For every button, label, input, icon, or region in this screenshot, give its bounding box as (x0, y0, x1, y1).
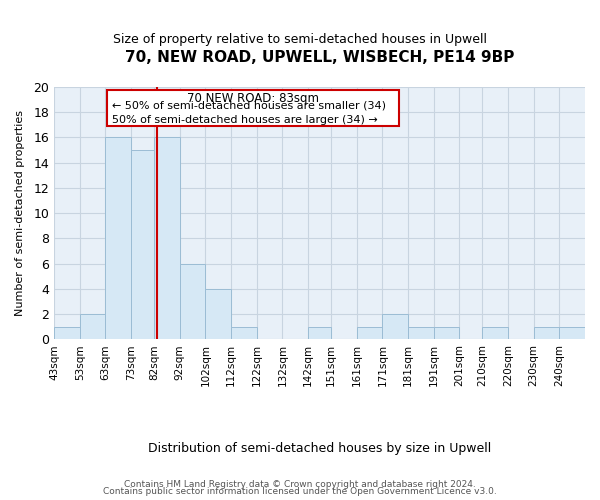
Text: ← 50% of semi-detached houses are smaller (34): ← 50% of semi-detached houses are smalle… (112, 101, 386, 111)
Bar (154, 138, 180, 340)
FancyBboxPatch shape (107, 90, 399, 126)
Bar (408, 327, 434, 340)
X-axis label: Distribution of semi-detached houses by size in Upwell: Distribution of semi-detached houses by … (148, 442, 491, 455)
Bar (534, 327, 559, 340)
Bar (205, 289, 231, 340)
Bar (482, 327, 508, 340)
Bar (382, 314, 408, 340)
Text: Contains public sector information licensed under the Open Government Licence v3: Contains public sector information licen… (103, 487, 497, 496)
Bar (131, 150, 154, 340)
Text: Size of property relative to semi-detached houses in Upwell: Size of property relative to semi-detach… (113, 32, 487, 46)
Bar (54, 327, 80, 340)
Bar (357, 327, 382, 340)
Bar (80, 314, 106, 340)
Bar (434, 327, 460, 340)
Y-axis label: Number of semi-detached properties: Number of semi-detached properties (15, 110, 25, 316)
Bar (308, 327, 331, 340)
Bar (231, 327, 257, 340)
Bar (559, 327, 585, 340)
Bar (106, 138, 131, 340)
Text: 70 NEW ROAD: 83sqm: 70 NEW ROAD: 83sqm (187, 92, 319, 105)
Title: 70, NEW ROAD, UPWELL, WISBECH, PE14 9BP: 70, NEW ROAD, UPWELL, WISBECH, PE14 9BP (125, 50, 514, 65)
Bar (180, 264, 205, 340)
Text: 50% of semi-detached houses are larger (34) →: 50% of semi-detached houses are larger (… (112, 114, 378, 124)
Text: Contains HM Land Registry data © Crown copyright and database right 2024.: Contains HM Land Registry data © Crown c… (124, 480, 476, 489)
